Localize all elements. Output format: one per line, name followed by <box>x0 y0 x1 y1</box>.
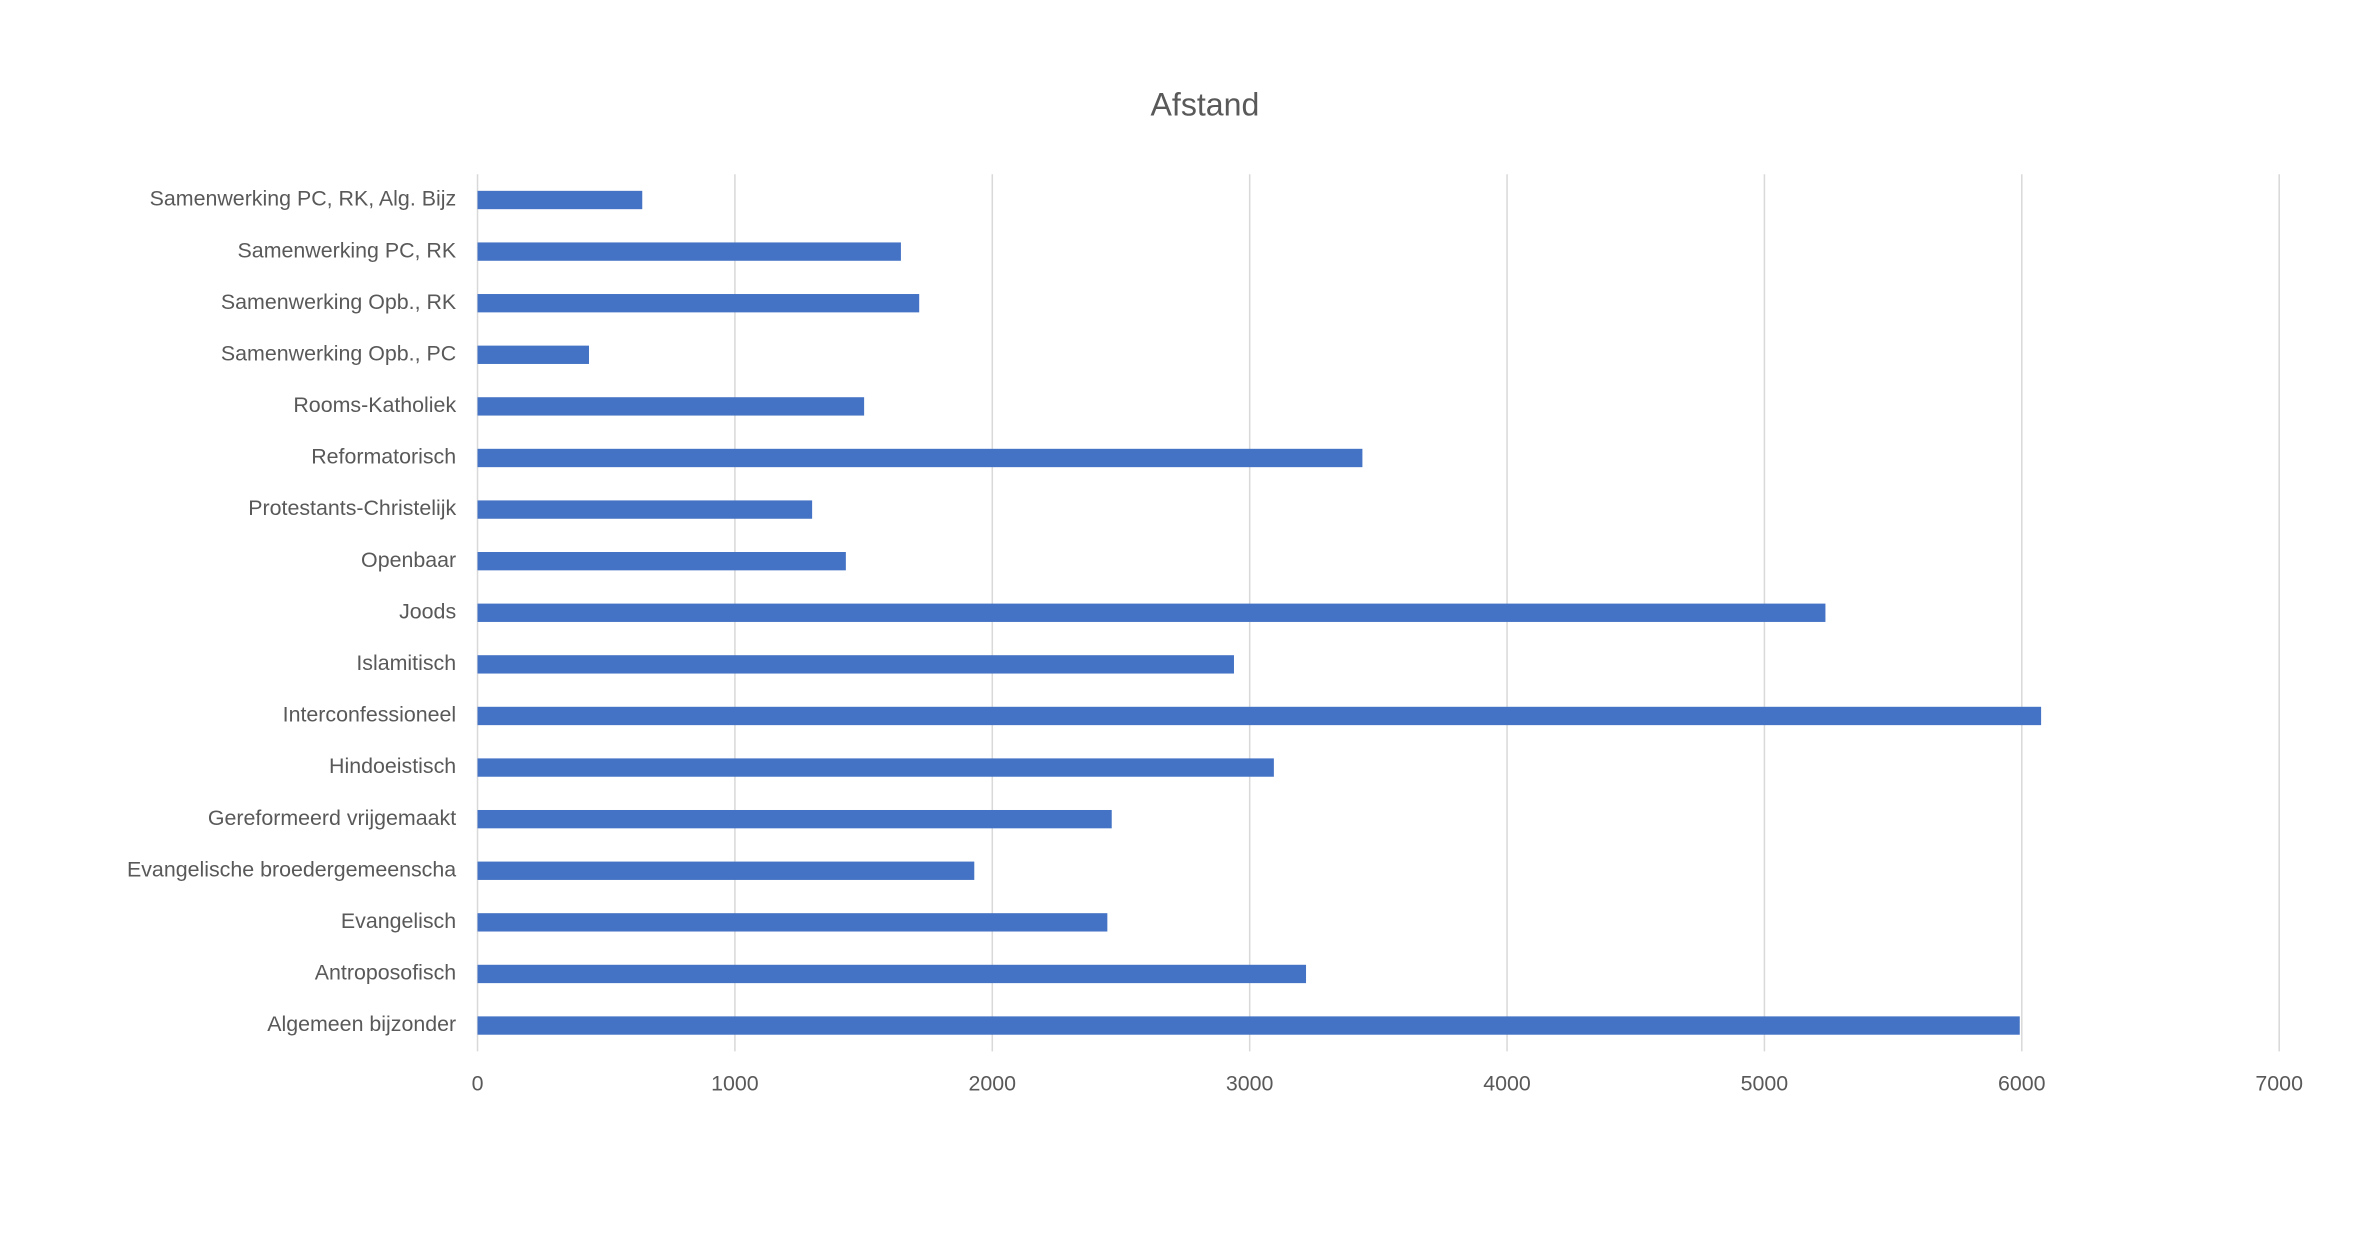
bar <box>477 448 1363 468</box>
y-tick-label: Antroposofisch <box>315 961 456 985</box>
y-tick-label: Rooms-Katholiek <box>293 393 456 417</box>
bar <box>477 706 2042 726</box>
bar <box>477 500 813 519</box>
bar <box>477 861 975 880</box>
y-tick-label: Gereformeerd vrijgemaakt <box>208 806 456 830</box>
y-tick-label: Samenwerking PC, RK <box>238 238 457 262</box>
y-tick-label: Interconfessioneel <box>283 703 456 727</box>
x-tick-label: 1000 <box>711 1072 759 1096</box>
bar <box>477 552 846 571</box>
bar <box>477 345 589 364</box>
bar <box>477 809 1112 829</box>
y-tick-label: Algemeen bijzonder <box>267 1012 456 1036</box>
y-tick-label: Samenwerking Opb., RK <box>221 290 457 314</box>
y-tick-label: Reformatorisch <box>311 445 456 469</box>
y-tick-label: Evangelisch <box>341 909 456 933</box>
y-tick-label: Protestants-Christelijk <box>248 496 456 520</box>
x-tick-label: 0 <box>472 1072 484 1096</box>
bar <box>477 294 920 313</box>
y-tick-label: Samenwerking Opb., PC <box>221 341 456 365</box>
y-tick-label: Islamitisch <box>356 651 456 675</box>
bar <box>477 964 1307 984</box>
x-tick-label: 7000 <box>2255 1072 2303 1096</box>
bar <box>477 913 1108 932</box>
y-tick-label: Openbaar <box>361 548 456 572</box>
x-tick-label: 6000 <box>1998 1072 2046 1096</box>
y-tick-label: Hindoeistisch <box>329 754 456 778</box>
bar <box>477 758 1274 777</box>
bar <box>477 190 643 210</box>
x-tick-label: 5000 <box>1741 1072 1789 1096</box>
x-tick-label: 3000 <box>1226 1072 1274 1096</box>
bar <box>477 655 1234 674</box>
y-tick-label: Joods <box>399 599 456 623</box>
bar <box>477 603 1826 622</box>
x-tick-label: 4000 <box>1483 1072 1531 1096</box>
bar <box>477 1016 2020 1035</box>
bar <box>477 242 901 261</box>
x-tick-label: 2000 <box>969 1072 1017 1096</box>
chart-title: Afstand <box>1151 86 1260 122</box>
bar <box>477 397 865 416</box>
y-tick-label: Samenwerking PC, RK, Alg. Bijz <box>150 187 457 211</box>
y-tick-label: Evangelische broedergemeenscha <box>127 857 456 881</box>
